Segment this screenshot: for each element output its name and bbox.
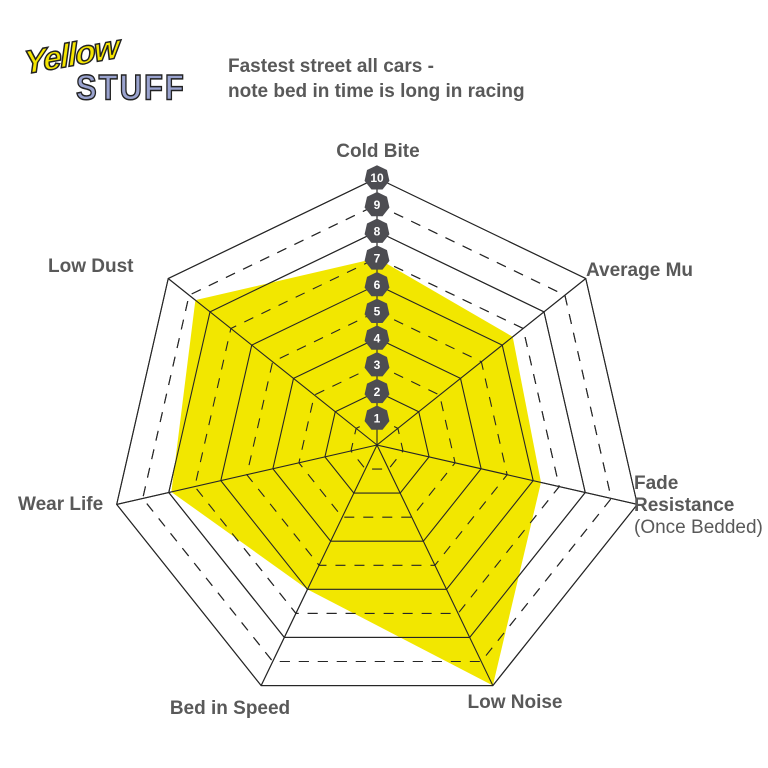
svg-text:6: 6 [374, 278, 381, 292]
svg-text:1: 1 [374, 412, 381, 426]
svg-text:8: 8 [374, 225, 381, 239]
svg-text:7: 7 [374, 251, 381, 265]
svg-text:9: 9 [374, 198, 381, 212]
svg-text:4: 4 [374, 331, 381, 345]
svg-text:10: 10 [370, 171, 384, 185]
svg-text:3: 3 [374, 358, 381, 372]
svg-text:5: 5 [374, 305, 381, 319]
svg-text:2: 2 [374, 385, 381, 399]
